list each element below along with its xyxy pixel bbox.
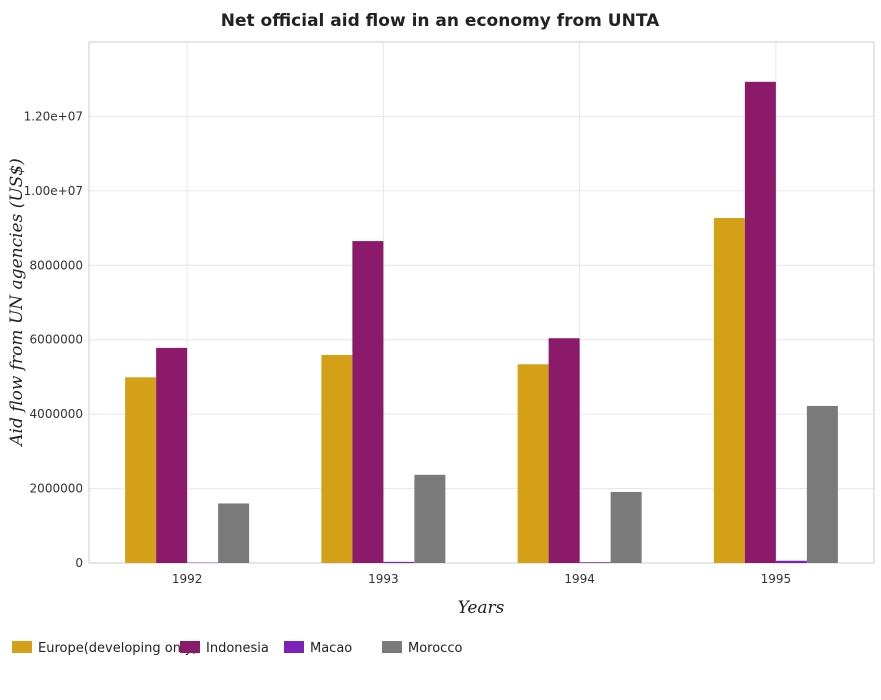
bar-morocco-1994 — [610, 491, 642, 563]
bar-europe-developing-only-1994 — [517, 364, 549, 563]
legend-swatch — [12, 641, 32, 653]
legend-swatch — [382, 641, 402, 653]
x-axis-ticks: 1992 1993 1994 1995 — [172, 572, 791, 586]
legend-label: Morocco — [408, 641, 462, 656]
bar-europe-developing-only-1995 — [713, 218, 745, 564]
bar-indonesia-1995 — [744, 81, 776, 564]
plot-frame — [88, 41, 875, 564]
bar-morocco-1995 — [806, 405, 838, 563]
bar-europe-developing-only-1992 — [125, 377, 157, 563]
legend: Europe(developing only) Indonesia Macao Mor… — [12, 641, 462, 656]
bar-macao-1993 — [383, 561, 415, 563]
bar-macao-1994 — [579, 562, 611, 563]
bar-macao-1995 — [775, 560, 807, 563]
bar-indonesia-1994 — [548, 338, 580, 563]
chart-title: Net official aid flow in an economy from… — [221, 11, 660, 31]
legend-swatch — [284, 641, 304, 653]
legend-label: Macao — [310, 641, 352, 656]
y-tick-label: 2000000 — [30, 482, 83, 496]
legend-label: Indonesia — [206, 641, 269, 656]
bars — [125, 81, 838, 564]
bar-morocco-1993 — [414, 474, 446, 563]
bar-indonesia-1993 — [352, 241, 384, 563]
bar-europe-developing-only-1993 — [321, 354, 353, 563]
y-tick-label: 6000000 — [30, 333, 83, 347]
bar-morocco-1992 — [218, 503, 250, 563]
x-tick-label: 1995 — [761, 572, 792, 586]
y-axis-label: Aid flow from UN agencies (US$) — [7, 158, 27, 448]
x-axis-label: Years — [458, 598, 505, 618]
y-axis-ticks: 0 2000000 4000000 6000000 8000000 1.00e+07 1.2… — [24, 109, 83, 570]
x-tick-label: 1993 — [368, 572, 399, 586]
y-tick-label: 8000000 — [30, 258, 83, 272]
bar-indonesia-1992 — [156, 347, 188, 563]
x-tick-label: 1994 — [564, 572, 595, 586]
x-tick-label: 1992 — [172, 572, 203, 586]
legend-label: Europe(developing only) — [38, 641, 197, 656]
y-tick-label: 4000000 — [30, 407, 83, 421]
y-tick-label: 0 — [75, 556, 83, 570]
y-tick-label: 1.20e+07 — [24, 109, 83, 123]
y-tick-label: 1.00e+07 — [24, 184, 83, 198]
legend-swatch — [180, 641, 200, 653]
